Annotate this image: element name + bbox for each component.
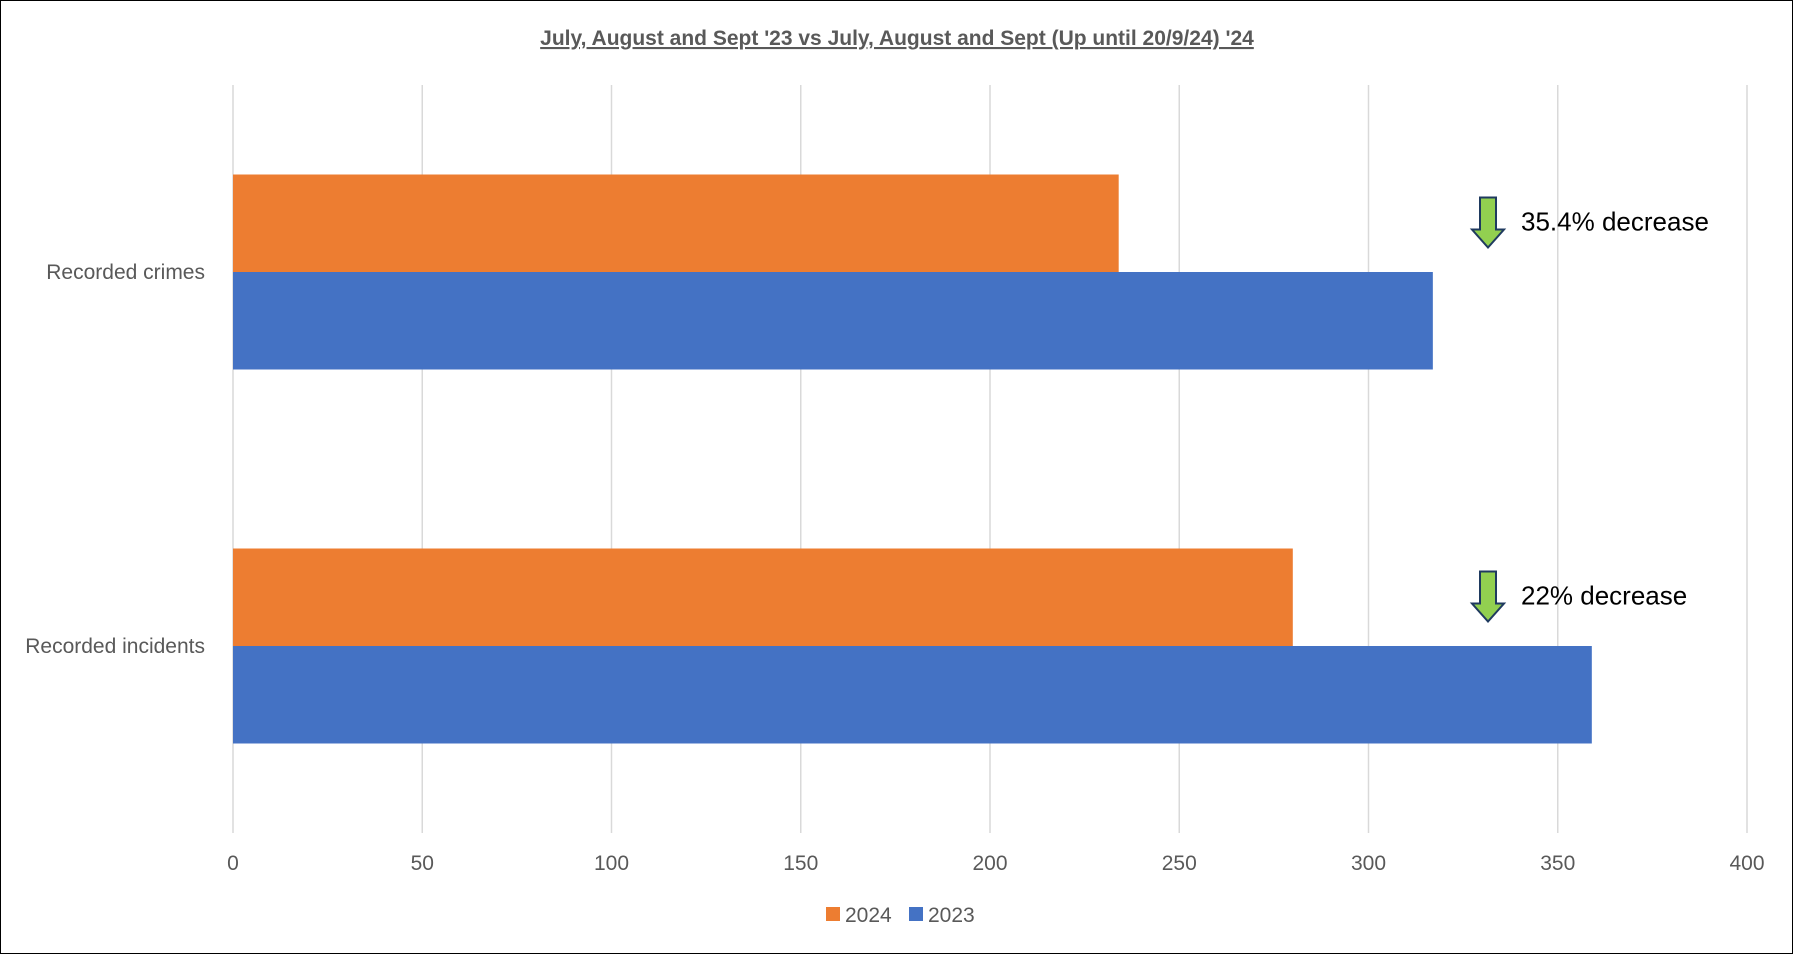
decrease-annotation: 22% decrease (1469, 570, 1687, 624)
x-tick-label: 50 (411, 852, 434, 875)
x-tick-label: 150 (783, 852, 818, 875)
x-tick-label: 350 (1540, 852, 1575, 875)
category-label: Recorded incidents (25, 635, 205, 658)
y-axis: Recorded crimes Recorded incidents (25, 261, 205, 658)
bar-2023-recorded-crimes (233, 272, 1433, 370)
annotations: 35.4% decrease 22% decrease (1469, 196, 1709, 624)
bar-2024-recorded-incidents (233, 548, 1293, 646)
down-arrow-icon (1469, 196, 1507, 250)
x-tick-label: 0 (227, 852, 239, 875)
x-tick-label: 100 (594, 852, 629, 875)
annotation-text: 35.4% decrease (1521, 207, 1709, 237)
annotation-text: 22% decrease (1521, 581, 1687, 611)
x-tick-label: 250 (1162, 852, 1197, 875)
down-arrow-icon (1469, 570, 1507, 624)
bar-2023-recorded-incidents (233, 646, 1592, 744)
x-tick-label: 200 (972, 852, 1007, 875)
category-label: Recorded crimes (46, 261, 205, 284)
x-axis: 0 50 100 150 200 250 300 350 400 (227, 852, 1764, 875)
bars (233, 174, 1592, 744)
legend-label: 2024 (845, 904, 892, 927)
legend-swatch (909, 907, 923, 921)
bar-2024-recorded-crimes (233, 174, 1119, 272)
chart-title: July, August and Sept '23 vs July, Augus… (540, 27, 1254, 50)
x-tick-label: 400 (1729, 852, 1764, 875)
legend: 2024 2023 (826, 904, 975, 927)
x-tick-label: 300 (1351, 852, 1386, 875)
decrease-annotation: 35.4% decrease (1469, 196, 1709, 250)
legend-swatch (826, 907, 840, 921)
legend-label: 2023 (928, 904, 975, 927)
